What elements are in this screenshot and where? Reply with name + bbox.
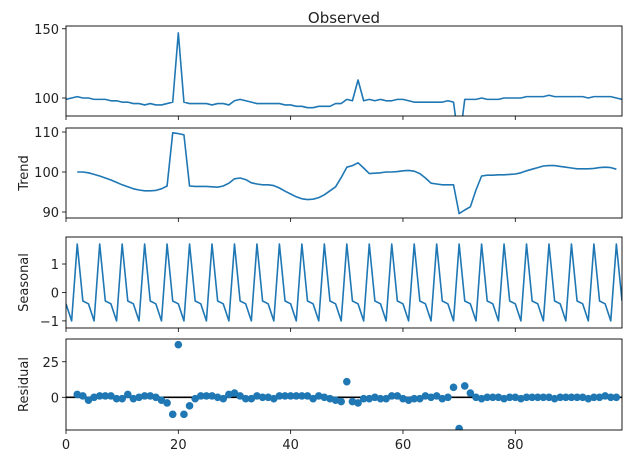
residual-point <box>567 393 576 402</box>
residual-point <box>202 392 211 400</box>
residual-point <box>606 393 615 402</box>
y-tick-label: −1 <box>40 315 59 330</box>
residual-point <box>298 392 306 400</box>
x-tick-label: 20 <box>170 438 187 453</box>
residual-point <box>522 393 531 402</box>
residual-point <box>191 394 199 403</box>
residual-point <box>84 396 93 404</box>
plot-area-trend <box>77 132 617 215</box>
residual-point <box>460 382 469 390</box>
x-tick-label: 60 <box>395 438 412 453</box>
residual-point <box>152 393 160 402</box>
residual-point <box>219 394 228 403</box>
residual-point <box>382 394 390 403</box>
axes-frame <box>65 127 623 219</box>
residual-point <box>556 393 565 402</box>
residual-point <box>376 394 385 403</box>
residual-point <box>107 392 115 400</box>
residual-point <box>303 392 312 400</box>
residual-point <box>309 394 317 403</box>
series-line-observed <box>66 32 622 116</box>
residual-point <box>533 393 542 402</box>
y-tick-label: 100 <box>34 92 59 107</box>
y-tick-label: 0 <box>51 391 59 406</box>
residual-point <box>286 392 295 400</box>
residual-point <box>444 393 452 402</box>
residual-point <box>539 393 548 402</box>
residual-point <box>528 393 536 402</box>
residual-point <box>112 394 121 403</box>
residual-point <box>393 392 402 400</box>
axes-frame <box>65 236 623 329</box>
residual-point <box>562 393 570 402</box>
residual-point <box>281 392 289 400</box>
y-tick-label: 1 <box>51 258 59 273</box>
residual-point <box>101 392 110 400</box>
x-tick-label: 40 <box>282 438 299 453</box>
y-tick-label: 150 <box>34 23 59 38</box>
residual-point <box>230 389 239 397</box>
axes-frame <box>65 25 623 117</box>
residual-point <box>168 410 177 419</box>
x-tick-label: 80 <box>507 438 524 453</box>
y-axis-label: Seasonal <box>17 253 32 312</box>
residual-point <box>275 392 284 400</box>
series-line-seasonal <box>66 243 622 322</box>
residual-point <box>337 397 345 406</box>
residual-point <box>258 393 267 402</box>
residual-point <box>573 393 581 402</box>
chart-title: Observed <box>308 9 380 27</box>
y-tick-label: 25 <box>42 356 59 371</box>
residual-point <box>247 394 256 403</box>
residual-point <box>505 393 514 402</box>
residual-point <box>185 402 194 410</box>
panel-residual: 0 25 Residual 0 20 40 60 80 <box>17 338 623 453</box>
residual-point <box>241 394 250 403</box>
residual-point <box>196 392 205 400</box>
y-axis-label: Residual <box>17 357 32 412</box>
y-tick-label: 0 <box>51 286 59 301</box>
residual-point <box>292 392 301 400</box>
residual-point <box>123 390 132 399</box>
residual-point <box>449 383 458 392</box>
residual-point <box>387 392 396 400</box>
y-tick-label: 100 <box>34 166 59 181</box>
residual-point <box>612 393 621 402</box>
series-line-trend <box>77 132 617 215</box>
residual-point <box>95 392 104 400</box>
panel-seasonal: −1 0 1 Seasonal <box>17 236 623 332</box>
residual-point <box>416 394 424 403</box>
residual-point <box>410 394 419 403</box>
residual-point <box>455 424 463 430</box>
residual-point <box>343 377 351 386</box>
plot-area-observed <box>66 32 622 116</box>
residual-point <box>489 393 497 402</box>
y-axis-label: Trend <box>17 155 32 192</box>
residual-point <box>157 396 166 404</box>
plot-area-seasonal <box>66 243 622 322</box>
residual-point <box>432 392 441 400</box>
panel-observed: 100 150 <box>34 23 623 120</box>
residual-point <box>359 394 368 403</box>
residual-point <box>140 392 149 400</box>
axes-frame <box>65 338 623 431</box>
residual-point <box>466 389 475 397</box>
residual-point <box>270 394 278 403</box>
x-tick-label: 0 <box>62 438 70 453</box>
y-tick-label: 90 <box>42 206 59 221</box>
residual-point <box>354 399 362 407</box>
residual-point <box>163 399 171 407</box>
residual-point <box>180 410 188 419</box>
residual-point <box>79 392 87 400</box>
residual-point <box>236 392 244 400</box>
residual-point <box>174 340 183 349</box>
residual-point <box>118 394 126 403</box>
y-tick-label: 110 <box>34 126 59 141</box>
plot-area-residual <box>66 340 622 430</box>
residual-point <box>483 393 492 402</box>
residual-point <box>590 393 598 402</box>
